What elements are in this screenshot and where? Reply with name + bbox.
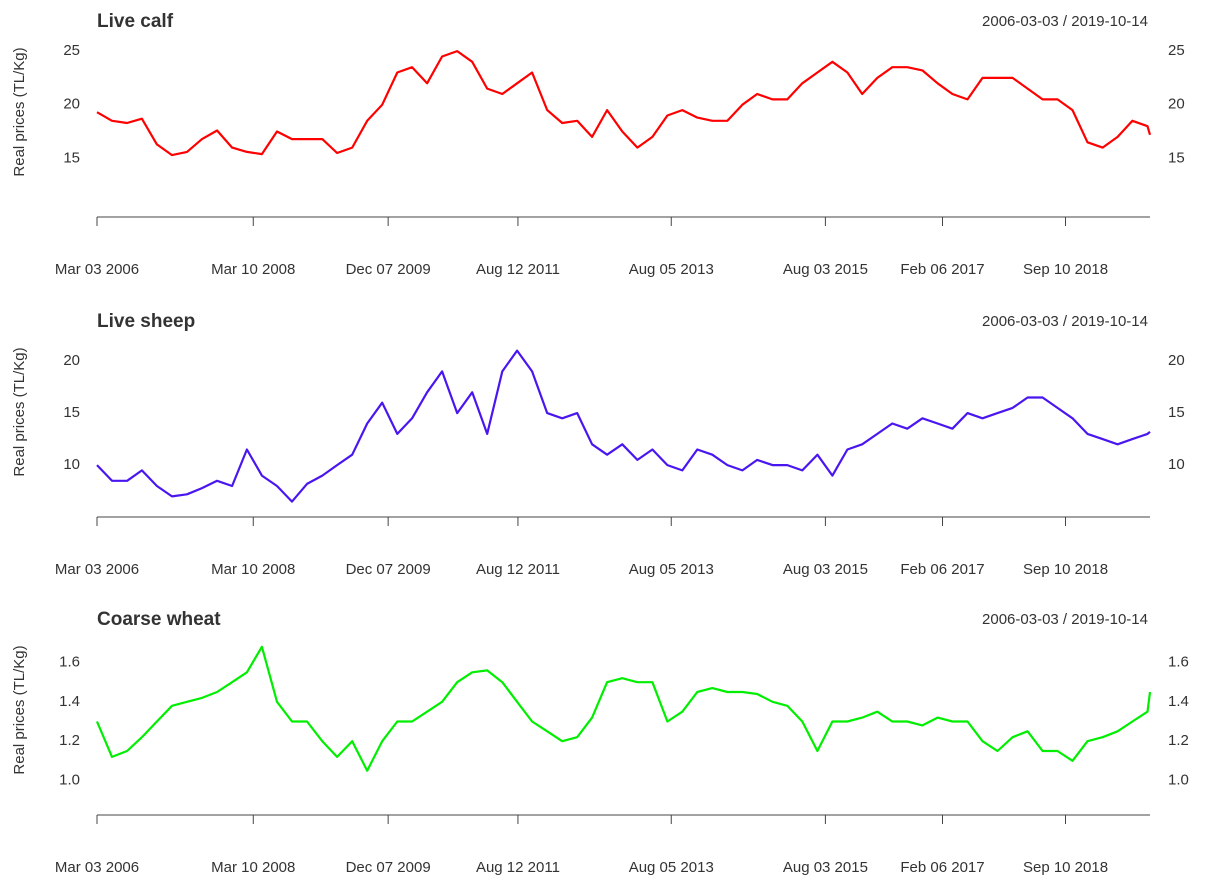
x-tick-label: Feb 06 2017 <box>900 859 984 876</box>
y-tick-label-right: 10 <box>1168 456 1185 473</box>
x-tick-label: Aug 12 2011 <box>476 261 560 278</box>
x-tick-label: Mar 03 2006 <box>55 561 139 578</box>
price-line <box>96 50 1152 157</box>
y-tick-label-right: 15 <box>1168 404 1185 421</box>
x-tick-label: Dec 07 2009 <box>346 561 431 578</box>
x-tick-label: Sep 10 2018 <box>1023 561 1108 578</box>
x-tick-label: Aug 05 2013 <box>629 859 714 876</box>
y-tick-label: 1.0 <box>59 771 80 788</box>
y-tick-label-right: 25 <box>1168 42 1185 59</box>
y-tick-label: 1.4 <box>59 693 80 710</box>
x-tick-label: Aug 05 2013 <box>629 261 714 278</box>
panel-subtitle: 2006-03-03 / 2019-10-14 <box>982 313 1148 330</box>
y-tick-label: 15 <box>63 149 80 166</box>
x-tick-label: Dec 07 2009 <box>346 261 431 278</box>
x-tick-label: Mar 03 2006 <box>55 859 139 876</box>
x-tick-label: Sep 10 2018 <box>1023 859 1108 876</box>
y-tick-label-right: 15 <box>1168 149 1185 166</box>
x-tick-label: Mar 10 2008 <box>211 261 295 278</box>
y-axis-label: Real prices (TL/Kg) <box>11 645 28 774</box>
panel-title: Coarse wheat <box>97 609 221 630</box>
price-line <box>96 349 1151 503</box>
y-tick-label: 25 <box>63 42 80 59</box>
x-tick-label: Aug 12 2011 <box>476 859 560 876</box>
y-axis-label: Real prices (TL/Kg) <box>11 47 28 176</box>
x-tick-label: Aug 03 2015 <box>783 261 868 278</box>
x-tick-label: Aug 03 2015 <box>783 561 868 578</box>
y-tick-label-right: 1.4 <box>1168 693 1189 710</box>
x-tick-label: Mar 10 2008 <box>211 561 295 578</box>
y-tick-label: 1.6 <box>59 653 80 670</box>
x-tick-label: Aug 03 2015 <box>783 859 868 876</box>
y-tick-label: 20 <box>63 352 80 369</box>
x-tick-label: Aug 12 2011 <box>476 561 560 578</box>
x-tick-label: Feb 06 2017 <box>900 561 984 578</box>
panel-title: Live sheep <box>97 311 195 332</box>
y-tick-label-right: 1.6 <box>1168 653 1189 670</box>
x-tick-label: Mar 03 2006 <box>55 261 139 278</box>
x-tick-label: Feb 06 2017 <box>900 261 984 278</box>
y-tick-label: 15 <box>63 404 80 421</box>
price-line <box>95 645 1152 772</box>
panel-title: Live calf <box>97 11 174 32</box>
panel-subtitle: 2006-03-03 / 2019-10-14 <box>982 611 1148 628</box>
y-tick-label: 10 <box>63 456 80 473</box>
y-tick-label-right: 20 <box>1168 352 1185 369</box>
y-axis-label: Real prices (TL/Kg) <box>11 347 28 476</box>
x-tick-label: Sep 10 2018 <box>1023 261 1108 278</box>
y-tick-label-right: 1.0 <box>1168 771 1189 788</box>
x-tick-label: Dec 07 2009 <box>346 859 431 876</box>
panel-subtitle: 2006-03-03 / 2019-10-14 <box>982 13 1148 30</box>
y-tick-label: 20 <box>63 96 80 113</box>
y-tick-label-right: 20 <box>1168 96 1185 113</box>
y-tick-label-right: 1.2 <box>1168 732 1189 749</box>
x-tick-label: Aug 05 2013 <box>629 561 714 578</box>
x-tick-label: Mar 10 2008 <box>211 859 295 876</box>
y-tick-label: 1.2 <box>59 732 80 749</box>
